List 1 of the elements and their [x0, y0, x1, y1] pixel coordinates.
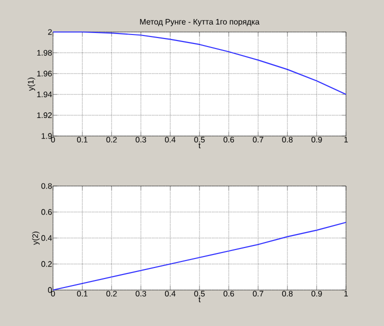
line-series — [52, 31, 347, 95]
